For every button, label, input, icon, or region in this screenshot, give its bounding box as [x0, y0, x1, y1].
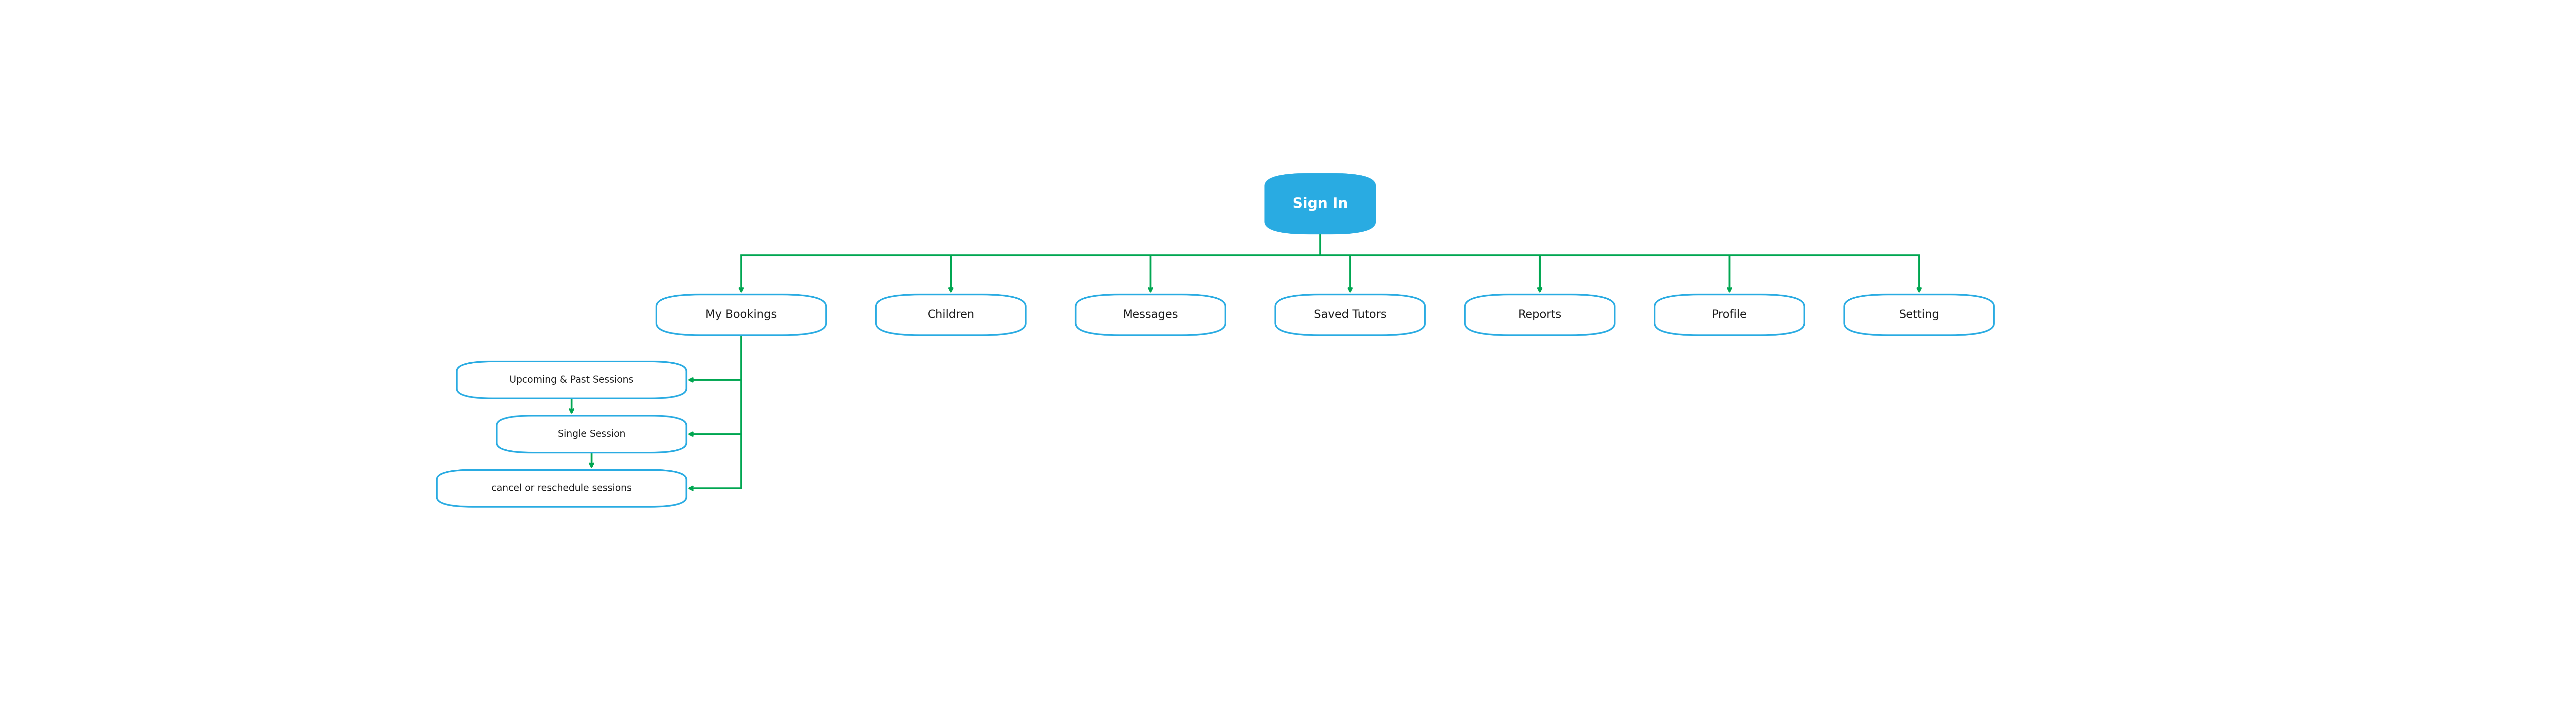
- Text: Profile: Profile: [1713, 309, 1747, 320]
- FancyBboxPatch shape: [1654, 294, 1803, 335]
- Text: Children: Children: [927, 309, 974, 320]
- Text: Sign In: Sign In: [1293, 196, 1347, 211]
- Text: Saved Tutors: Saved Tutors: [1314, 309, 1386, 320]
- Text: Upcoming & Past Sessions: Upcoming & Past Sessions: [510, 375, 634, 384]
- Text: My Bookings: My Bookings: [706, 309, 778, 320]
- Text: Messages: Messages: [1123, 309, 1177, 320]
- FancyBboxPatch shape: [497, 415, 685, 453]
- FancyBboxPatch shape: [1265, 174, 1376, 234]
- FancyBboxPatch shape: [438, 470, 685, 507]
- FancyBboxPatch shape: [456, 361, 685, 398]
- FancyBboxPatch shape: [657, 294, 827, 335]
- FancyBboxPatch shape: [1077, 294, 1226, 335]
- FancyBboxPatch shape: [1466, 294, 1615, 335]
- Text: Setting: Setting: [1899, 309, 1940, 320]
- FancyBboxPatch shape: [1275, 294, 1425, 335]
- FancyBboxPatch shape: [1844, 294, 1994, 335]
- FancyBboxPatch shape: [876, 294, 1025, 335]
- Text: Reports: Reports: [1517, 309, 1561, 320]
- Text: Single Session: Single Session: [556, 429, 626, 439]
- Text: cancel or reschedule sessions: cancel or reschedule sessions: [492, 484, 631, 493]
